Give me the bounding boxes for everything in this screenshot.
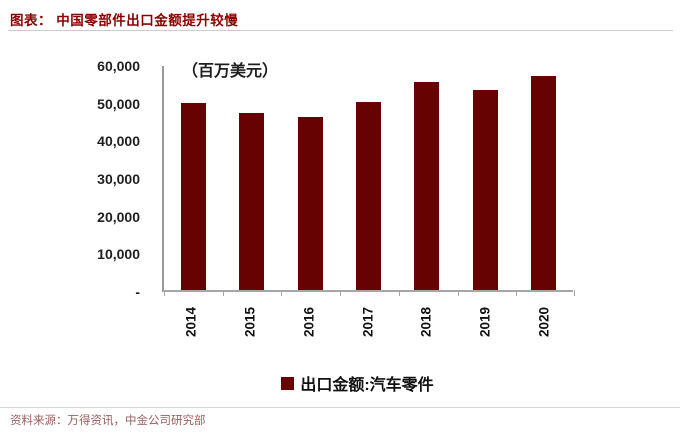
x-tick-label: 2015 xyxy=(242,306,258,338)
bar-cell xyxy=(515,76,573,290)
y-tick-label: 40,000 xyxy=(97,133,140,150)
bar-cell xyxy=(222,113,280,290)
y-tick-label: - xyxy=(135,284,140,300)
x-axis-tick xyxy=(164,290,165,296)
x-axis-tick xyxy=(399,290,400,296)
bar-cell xyxy=(164,103,222,290)
plot-area: （百万美元） xyxy=(162,63,575,296)
x-tick-label: 2019 xyxy=(477,306,493,338)
y-tick-label: 20,000 xyxy=(97,208,140,225)
footer-divider xyxy=(0,407,680,408)
title-divider xyxy=(8,30,673,31)
bar-cell xyxy=(339,102,397,290)
source-note: 资料来源：万得资讯，中金公司研究部 xyxy=(10,415,206,427)
x-axis-tick xyxy=(340,290,341,296)
x-tick-label: 2014 xyxy=(183,306,199,338)
x-tick-label: 2020 xyxy=(536,306,552,338)
bar xyxy=(297,117,323,290)
x-tick-label: 2018 xyxy=(418,306,434,338)
x-tick-label: 2017 xyxy=(360,306,376,338)
chart-legend: 出口金额:汽车零件 xyxy=(152,371,563,395)
y-tick-label: 50,000 xyxy=(97,95,140,112)
bar xyxy=(355,102,381,290)
axis-unit-label: （百万美元） xyxy=(182,63,279,80)
y-tick-label: 30,000 xyxy=(97,171,140,187)
bar-cell xyxy=(456,90,514,290)
x-axis-tick xyxy=(574,290,575,296)
bar-cell xyxy=(281,117,339,290)
bar xyxy=(472,90,498,290)
figure-title: 图表： 中国零部件出口金额提升较慢 xyxy=(10,13,239,28)
bar xyxy=(239,113,265,290)
bars-container xyxy=(164,66,573,290)
x-axis-tick xyxy=(223,290,224,296)
x-axis-tick xyxy=(458,290,459,296)
bar xyxy=(180,103,206,290)
x-tick-label: 2016 xyxy=(301,306,317,338)
y-tick-label: 10,000 xyxy=(97,246,140,263)
x-axis-tick xyxy=(516,290,517,296)
bar xyxy=(414,82,440,290)
x-axis-labels: 2014 2015 2016 2017 2018 2019 2020 xyxy=(162,296,573,348)
legend-label: 出口金额:汽车零件 xyxy=(300,377,434,394)
x-axis-tick xyxy=(281,290,282,296)
legend-swatch-icon xyxy=(281,376,295,390)
y-tick-label: 60,000 xyxy=(97,58,140,74)
bar-cell xyxy=(398,82,456,290)
y-axis-labels: 60,000 50,000 40,000 30,000 20,000 10,000 - xyxy=(28,58,140,300)
bar xyxy=(531,76,557,290)
